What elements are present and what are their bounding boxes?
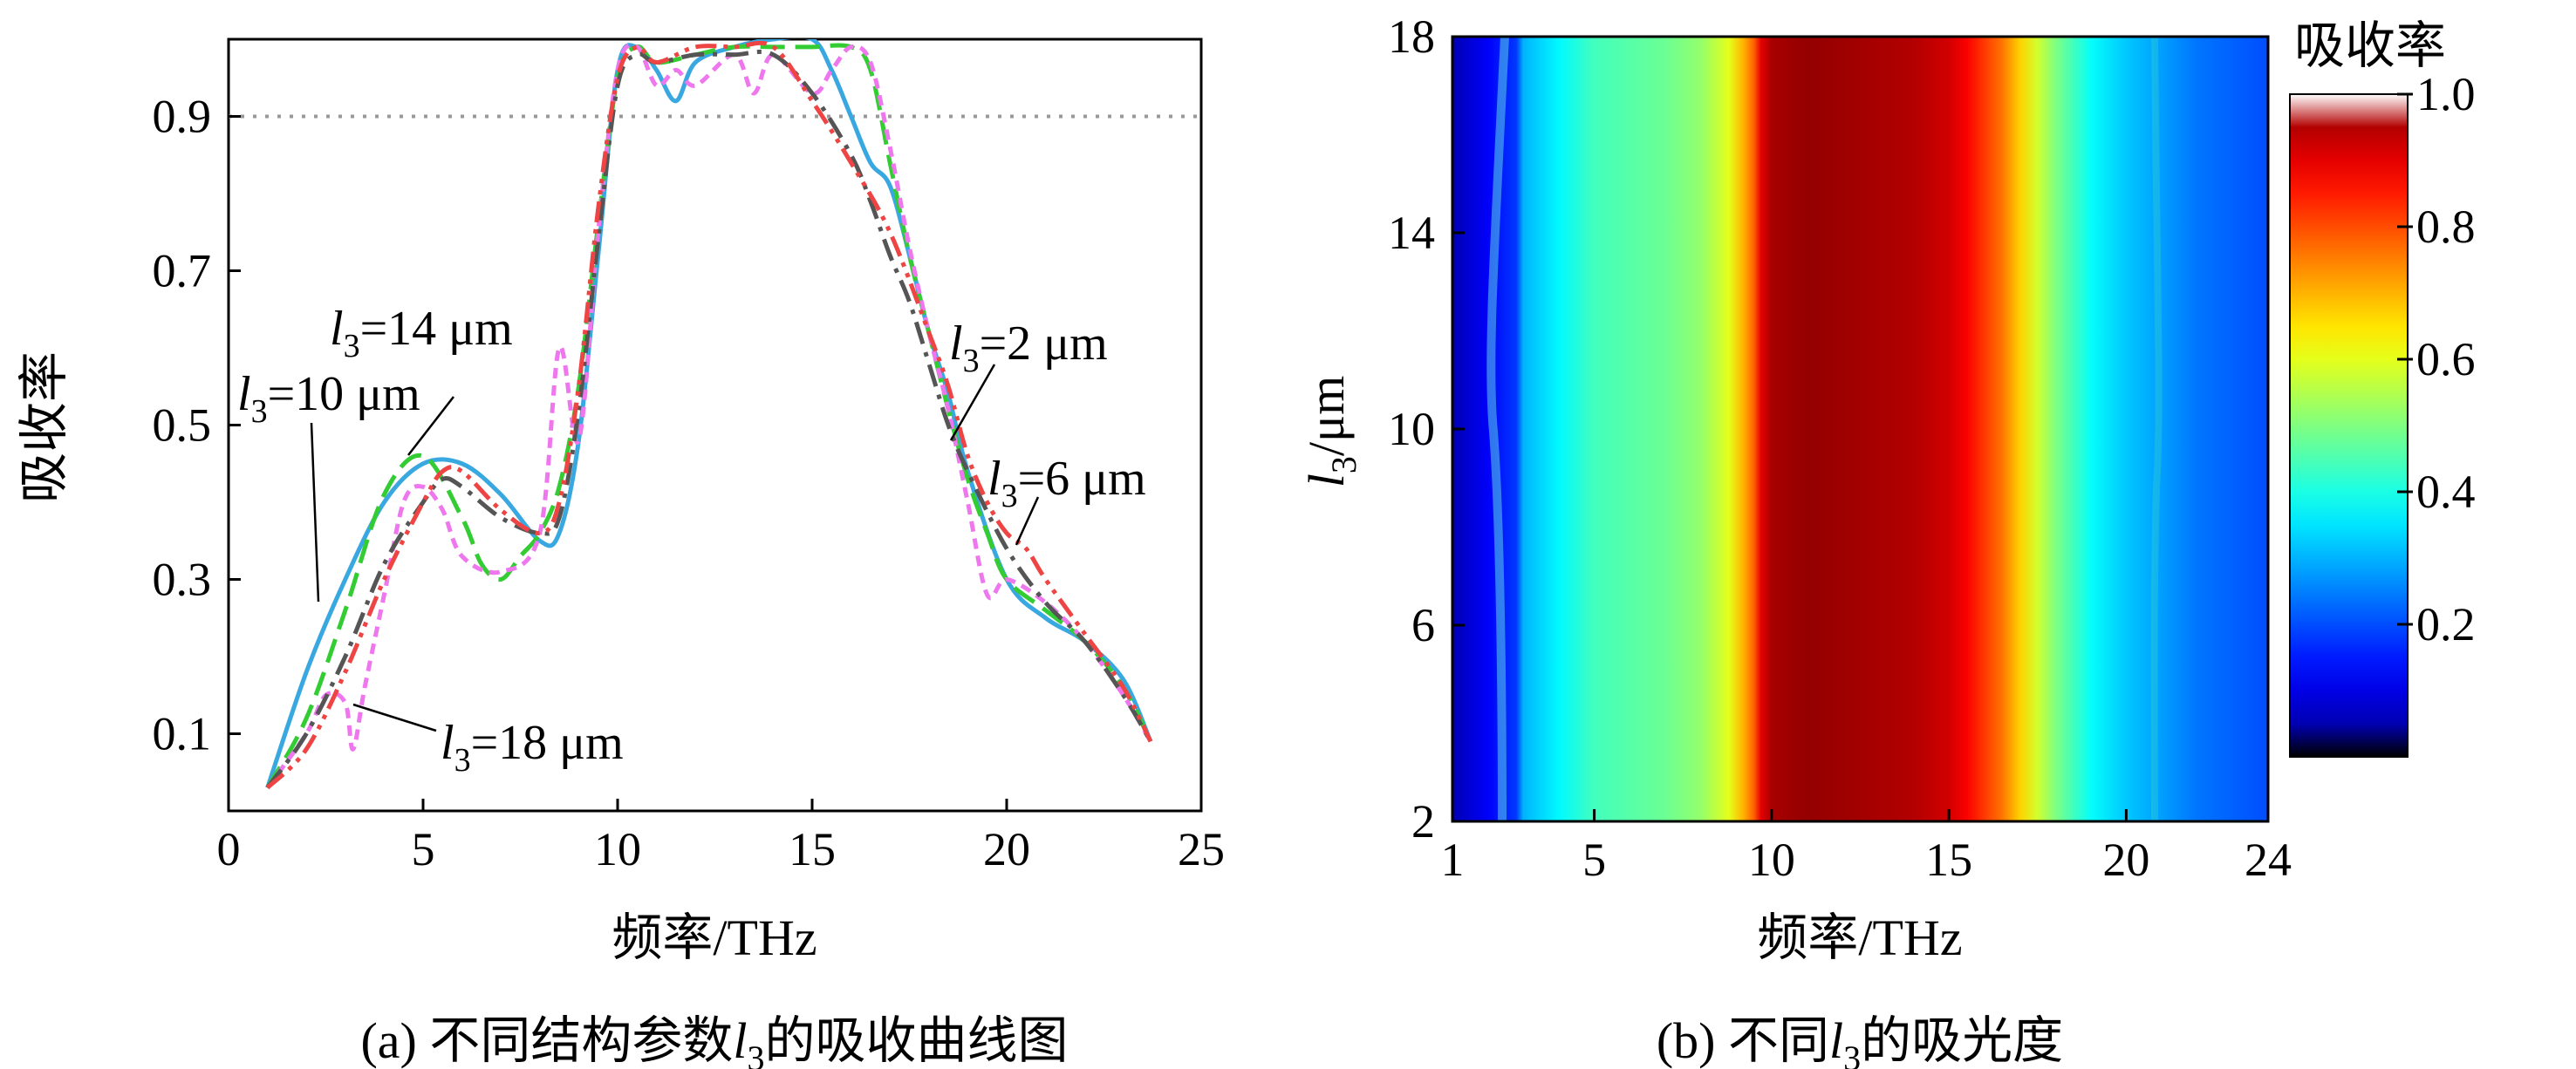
y-tick-label-b: 18: [1388, 10, 1435, 63]
x-tick-label-b: 5: [1582, 834, 1606, 886]
leader-line-14um: [407, 396, 454, 456]
x-tick-label-a: 25: [1178, 823, 1225, 875]
y-tick-label-b: 14: [1388, 207, 1435, 259]
panel-a-line-chart: 0 5 10 15 20 25 0.1 0.3 0.5 0.7 0.9 频率/THz 吸收率 l3…: [16, 37, 1225, 1069]
y-tick-label-b: 10: [1388, 403, 1435, 455]
annotation-l3-6um: l3=6 μm: [987, 452, 1146, 514]
annotation-l3-18um: l3=18 μm: [441, 716, 624, 779]
colorbar-ticks: 0.2 0.4 0.6 0.8 1.0: [2397, 68, 2476, 650]
y-tick-label-a: 0.5: [153, 399, 212, 452]
caption-a: (a) 不同结构参数l3的吸收曲线图: [360, 1012, 1068, 1069]
x-axis-label-a: 频率/THz: [612, 909, 817, 966]
y-tick-label-a: 0.1: [153, 708, 212, 760]
y-tick-label-a: 0.9: [153, 91, 212, 143]
x-ticks-b: 1 5 10 15 20 24: [1441, 809, 2292, 886]
y-ticks-a: 0.1 0.3 0.5 0.7 0.9: [153, 91, 241, 760]
y-axis-label-b: l3/μm: [1298, 376, 1363, 487]
x-tick-label-b: 10: [1748, 834, 1795, 886]
colorbar-tick-label: 0.8: [2416, 201, 2476, 253]
x-tick-label-a: 15: [789, 823, 836, 875]
y-tick-label-b: 2: [1411, 795, 1435, 848]
series-line-4: [265, 40, 1153, 790]
colorbar-title: 吸收率: [2294, 17, 2446, 74]
leader-line-10um: [310, 422, 320, 603]
y-tick-label-a: 0.7: [153, 245, 212, 297]
x-ticks-a: 0 5 10 15 20 25: [217, 799, 1225, 875]
caption-b: (b) 不同l3的吸光度: [1657, 1012, 2063, 1069]
leader-line-2um: [949, 364, 996, 441]
y-axis-label-a: 吸收率: [16, 351, 72, 503]
x-tick-label-b: 20: [2102, 834, 2149, 886]
annotation-l3-14um: l3=14 μm: [330, 302, 513, 364]
plot-frame-a: [227, 37, 1203, 813]
heatmap-field: [1452, 37, 2268, 821]
series-line-3: [265, 49, 1153, 789]
x-tick-label-a: 0: [217, 823, 241, 875]
annotation-l3-10um: l3=10 μm: [237, 367, 420, 430]
y-ticks-b: 2 6 10 14 18: [1388, 10, 1465, 848]
colorbar: [2289, 93, 2409, 758]
leader-line-6um: [1015, 496, 1040, 546]
x-tick-label-b: 15: [1925, 834, 1972, 886]
colorbar-tick-label: 0.2: [2416, 598, 2476, 650]
heatmap-wiggle-band: [1486, 36, 1509, 822]
colorbar-tick-label: 1.0: [2416, 68, 2476, 120]
annotation-l3-2um: l3=2 μm: [949, 317, 1108, 379]
colorbar-tick-label: 0.6: [2416, 333, 2476, 385]
x-tick-label-b: 24: [2245, 834, 2292, 886]
x-axis-label-b: 频率/THz: [1757, 909, 1962, 966]
y-tick-label-a: 0.3: [153, 554, 212, 606]
heatmap-wiggle-band-2: [2150, 36, 2163, 822]
series-group: [265, 39, 1153, 790]
x-tick-label-a: 10: [594, 823, 641, 875]
x-tick-label-a: 5: [412, 823, 435, 875]
leader-line-18um: [352, 703, 437, 732]
x-tick-label-b: 1: [1441, 834, 1465, 886]
x-tick-label-a: 20: [983, 823, 1030, 875]
y-tick-label-b: 6: [1411, 599, 1435, 651]
colorbar-tick-label: 0.4: [2416, 466, 2476, 518]
